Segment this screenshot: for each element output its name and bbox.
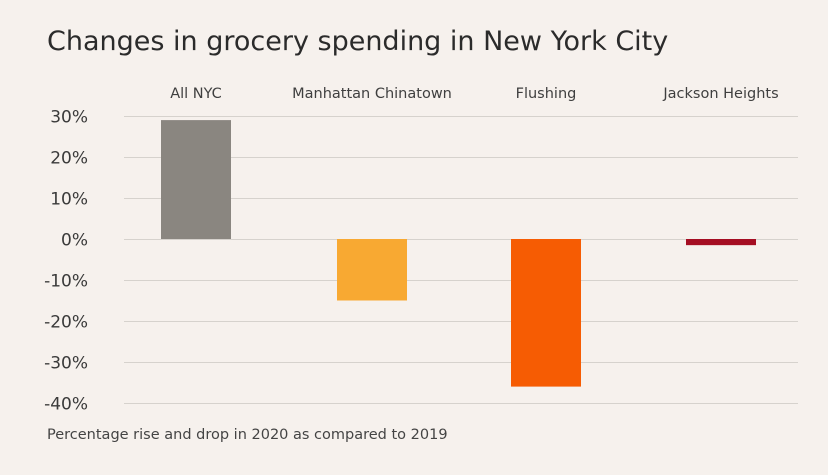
y-tick-label: -10% [44, 272, 88, 292]
bar [686, 239, 756, 246]
bars [161, 120, 756, 387]
y-tick-label: 20% [50, 149, 88, 169]
gridlines [124, 116, 798, 404]
category-label: All NYC [170, 86, 222, 102]
category-labels: All NYC Manhattan Chinatown Flushing Jackso… [170, 86, 778, 102]
category-label: Flushing [516, 86, 577, 102]
y-tick-label: -20% [44, 313, 88, 333]
category-label: Jackson Heights [662, 86, 778, 102]
bar [337, 239, 407, 301]
y-axis-tick-labels: 30% 20% 10% 0% -10% -20% -30% -40% [44, 108, 88, 415]
y-tick-label: 30% [50, 108, 88, 128]
category-label: Manhattan Chinatown [292, 86, 452, 102]
y-tick-label: 0% [61, 231, 88, 251]
bar [161, 120, 231, 239]
bar [511, 239, 581, 387]
y-tick-label: -40% [44, 395, 88, 415]
chart-subtitle: Percentage rise and drop in 2020 as comp… [47, 427, 448, 443]
chart-title: Changes in grocery spending in New York … [47, 26, 669, 57]
y-tick-label: 10% [50, 190, 88, 210]
y-tick-label: -30% [44, 354, 88, 374]
